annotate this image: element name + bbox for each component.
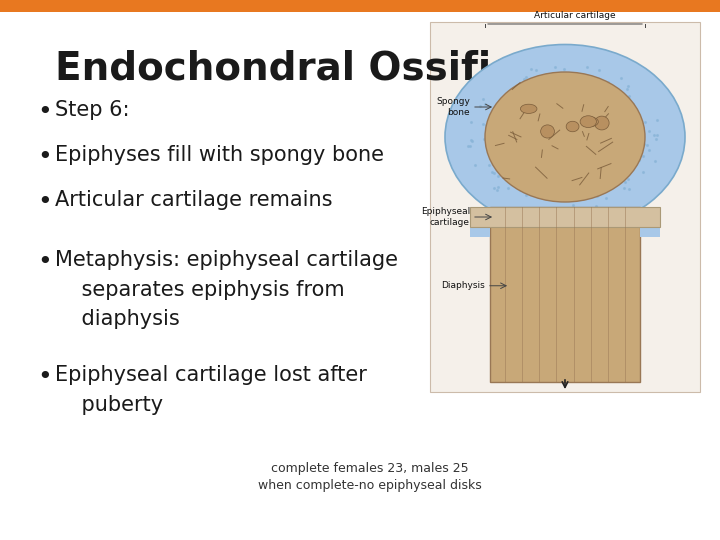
Text: Epiphyseal cartilage lost after
    puberty: Epiphyseal cartilage lost after puberty [55, 365, 367, 415]
Ellipse shape [485, 72, 645, 202]
Bar [640, 207, 660, 237]
Text: •: • [37, 145, 52, 169]
Text: Spongy
bone: Spongy bone [436, 97, 470, 117]
Ellipse shape [521, 104, 537, 113]
Text: Endochondral Ossification: Endochondral Ossification [55, 50, 626, 88]
Text: •: • [37, 365, 52, 389]
Text: complete females 23, males 25
when complete-no epiphyseal disks: complete females 23, males 25 when compl… [258, 462, 482, 492]
Bar [490, 207, 640, 382]
Ellipse shape [445, 44, 685, 229]
Text: Diaphysis: Diaphysis [441, 281, 485, 291]
Ellipse shape [595, 116, 609, 130]
Ellipse shape [566, 122, 579, 132]
Text: •: • [37, 190, 52, 214]
Bar [0, 0, 720, 12]
Text: Epiphyseal
cartilage: Epiphyseal cartilage [420, 207, 470, 227]
FancyBboxPatch shape [470, 207, 660, 227]
Text: Step 6:: Step 6: [55, 100, 130, 120]
Ellipse shape [580, 116, 596, 127]
Text: Metaphysis: epiphyseal cartilage
    separates epiphysis from
    diaphysis: Metaphysis: epiphyseal cartilage separat… [55, 250, 398, 329]
Bar [470, 207, 490, 237]
Text: Articular cartilage remains: Articular cartilage remains [55, 190, 333, 210]
Text: •: • [37, 250, 52, 274]
Ellipse shape [541, 125, 554, 138]
Ellipse shape [582, 117, 598, 127]
Text: Articular cartilage: Articular cartilage [534, 11, 616, 20]
Text: Epiphyses fill with spongy bone: Epiphyses fill with spongy bone [55, 145, 384, 165]
Bar [430, 22, 700, 392]
Text: •: • [37, 100, 52, 124]
